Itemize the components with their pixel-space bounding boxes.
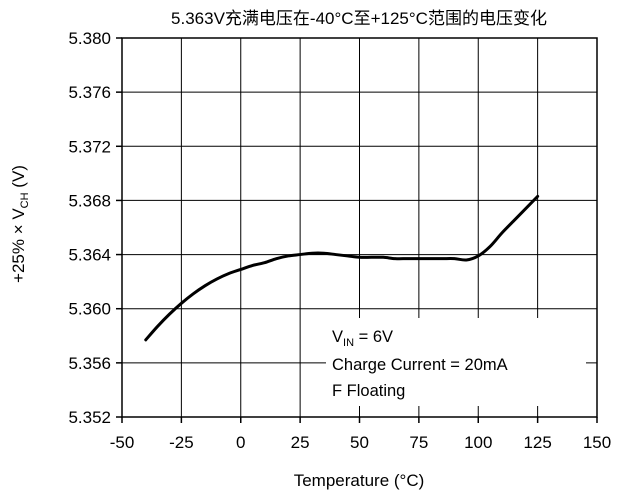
x-tick-label: 25 (291, 433, 310, 452)
x-tick-label: 0 (236, 433, 245, 452)
y-tick-label: 5.352 (68, 408, 111, 427)
annotation-box (326, 318, 586, 406)
y-axis-label: +25% × VCH (V) (9, 165, 31, 283)
y-ticks: 5.380 5.376 5.372 5.368 5.364 5.360 5.356 5.352 (68, 29, 122, 427)
y-tick-label: 5.360 (68, 300, 111, 319)
x-tick-label: -25 (169, 433, 194, 452)
series-line (144, 194, 540, 342)
y-tick-label: 5.368 (68, 191, 111, 210)
x-tick-label: 50 (350, 433, 369, 452)
y-tick-label: 5.356 (68, 354, 111, 373)
annotation-floating: F Floating (332, 382, 405, 400)
x-axis-label: Temperature (°C) (294, 471, 425, 490)
annotation-charge-current: Charge Current = 20mA (332, 356, 508, 374)
annotation-vin: VIN = 6V (332, 328, 393, 349)
y-tick-label: 5.364 (68, 246, 111, 265)
x-tick-label: 100 (464, 433, 492, 452)
x-tick-label: -50 (110, 433, 135, 452)
x-tick-label: 125 (523, 433, 551, 452)
x-tick-label: 150 (583, 433, 611, 452)
y-tick-label: 5.376 (68, 83, 111, 102)
y-tick-label: 5.372 (68, 137, 111, 156)
x-ticks: -50 -25 0 25 50 75 100 125 150 (110, 417, 611, 452)
chart-title: 5.363V充满电压在-40°C至+125°C范围的电压变化 (171, 9, 547, 28)
y-tick-label: 5.380 (68, 29, 111, 48)
x-tick-label: 75 (409, 433, 428, 452)
